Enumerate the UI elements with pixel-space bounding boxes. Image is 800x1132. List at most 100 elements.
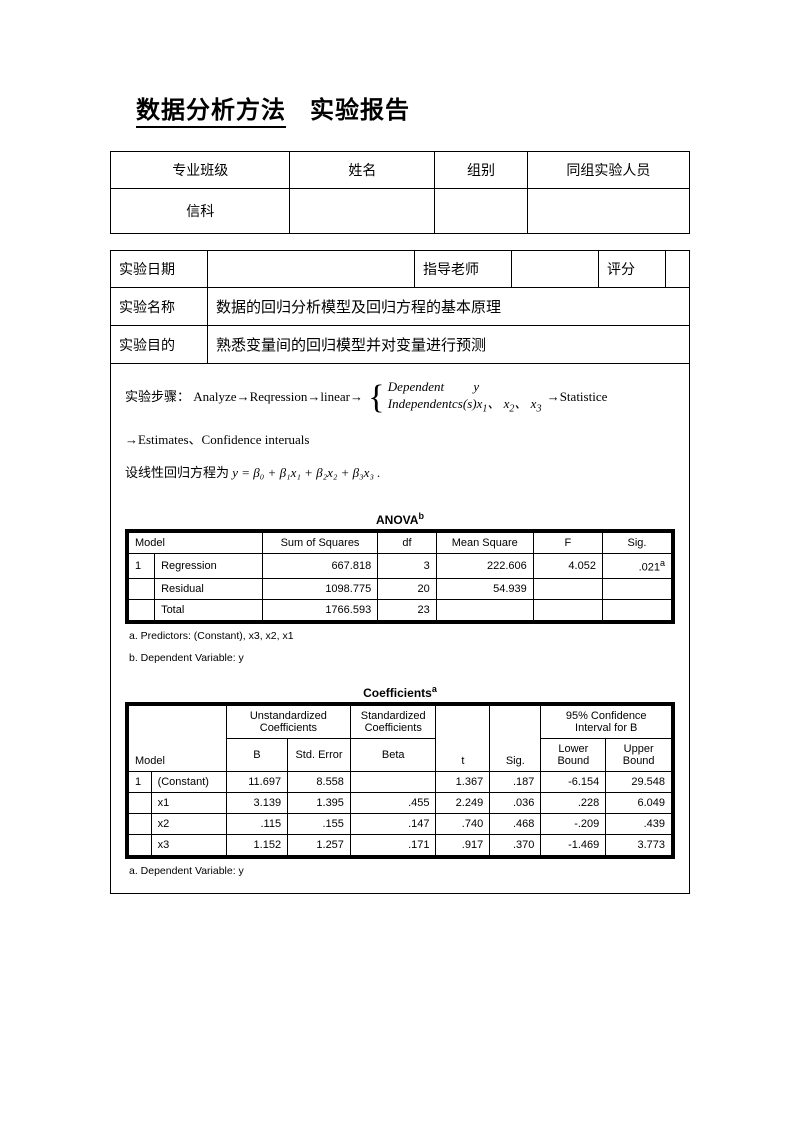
- cell: 20: [378, 579, 437, 600]
- coef-h-se: Std. Error: [288, 739, 351, 772]
- cell: .036: [490, 793, 541, 814]
- cell: 54.939: [436, 579, 533, 600]
- cell: 4.052: [533, 554, 602, 579]
- cell: [350, 772, 436, 793]
- body-box: 实验步骤： Analyze→Reqression→linear→ { Depen…: [110, 364, 690, 894]
- table-row: x13.1391.395.4552.249.036.2286.049: [129, 793, 672, 814]
- coef-title: Coefficientsa: [125, 684, 675, 700]
- cell: -.209: [541, 814, 606, 835]
- cell: .455: [350, 793, 436, 814]
- cell: 1.152: [226, 835, 287, 856]
- coef-h-model: Model: [129, 706, 227, 772]
- anova-h-model: Model: [129, 533, 263, 554]
- cell: .917: [436, 835, 490, 856]
- cell: 23: [378, 600, 437, 621]
- anova-h-f: F: [533, 533, 602, 554]
- cell: [533, 600, 602, 621]
- cell: .147: [350, 814, 436, 835]
- cell: x1: [151, 793, 226, 814]
- coef-table-wrap: Model Unstandardized Coefficients Standa…: [125, 702, 675, 859]
- anova-note-b: b. Dependent Variable: y: [125, 650, 675, 666]
- info-table-1: 专业班级 姓名 组别 同组实验人员 信科: [110, 151, 690, 234]
- steps-p2: →Statistice: [547, 389, 608, 404]
- coef-g-unstd: Unstandardized Coefficients: [226, 706, 350, 739]
- cell: .439: [606, 814, 672, 835]
- cell: Residual: [155, 579, 263, 600]
- cell: [533, 579, 602, 600]
- anova-table: Model Sum of Squares df Mean Square F Si…: [128, 532, 672, 621]
- info-v-name: [290, 189, 435, 234]
- page: 数据分析方法 实验报告 专业班级 姓名 组别 同组实验人员 信科 实验日期 指导…: [0, 0, 800, 1132]
- coef-h-lo: Lower Bound: [541, 739, 606, 772]
- steps-line-1: 实验步骤： Analyze→Reqression→linear→ { Depen…: [125, 378, 675, 418]
- lbl-score: 评分: [599, 251, 666, 288]
- cell: [129, 579, 155, 600]
- table-row: 1(Constant)11.6978.5581.367.187-6.15429.…: [129, 772, 672, 793]
- cell: .021a: [602, 554, 671, 579]
- cell: 6.049: [606, 793, 672, 814]
- anova-h-ms: Mean Square: [436, 533, 533, 554]
- info-h-class: 专业班级: [111, 152, 290, 189]
- anova-note-a: a. Predictors: (Constant), x3, x2, x1: [125, 628, 675, 644]
- table-row: x31.1521.257.171.917.370-1.4693.773: [129, 835, 672, 856]
- cell: 1.367: [436, 772, 490, 793]
- lbl-expname: 实验名称: [111, 288, 208, 326]
- anova-h-sig: Sig.: [602, 533, 671, 554]
- table-row: Total1766.59323: [129, 600, 672, 621]
- val-score: [666, 251, 690, 288]
- coef-table: Model Unstandardized Coefficients Standa…: [128, 705, 672, 856]
- cell: [129, 600, 155, 621]
- steps-p1: Analyze→Reqression→linear→: [193, 389, 363, 404]
- cell: .228: [541, 793, 606, 814]
- brace-bottom: Independentcs(s)x1、 x2、 x3: [388, 395, 542, 418]
- info-h-members: 同组实验人员: [527, 152, 689, 189]
- info-v-class: 信科: [111, 189, 290, 234]
- table-row: x2.115.155.147.740.468-.209.439: [129, 814, 672, 835]
- cell: 3.773: [606, 835, 672, 856]
- cell: .115: [226, 814, 287, 835]
- coef-h-sig: Sig.: [490, 706, 541, 772]
- cell: 222.606: [436, 554, 533, 579]
- anova-table-wrap: Model Sum of Squares df Mean Square F Si…: [125, 529, 675, 624]
- cell: 1098.775: [262, 579, 377, 600]
- cell: 8.558: [288, 772, 351, 793]
- anova-h-df: df: [378, 533, 437, 554]
- lbl-date: 实验日期: [111, 251, 208, 288]
- anova-title: ANOVAb: [125, 511, 675, 527]
- cell: 3.139: [226, 793, 287, 814]
- brace-top: Dependent y: [388, 378, 542, 395]
- cell: 1: [129, 554, 155, 579]
- cell: 1.257: [288, 835, 351, 856]
- info-table-2: 实验日期 指导老师 评分 实验名称 数据的回归分析模型及回归方程的基本原理 实验…: [110, 250, 690, 364]
- cell: [129, 835, 152, 856]
- coef-note-a: a. Dependent Variable: y: [125, 863, 675, 879]
- coef-h-b: B: [226, 739, 287, 772]
- equation: 设线性回归方程为 y = β₀ + β₁x₁ + β₂x₂ + β₃x₃ .: [125, 462, 675, 481]
- coef-h-beta: Beta: [350, 739, 436, 772]
- cell: 1766.593: [262, 600, 377, 621]
- cell: x3: [151, 835, 226, 856]
- cell: [602, 579, 671, 600]
- coef-g-std: Standardized Coefficients: [350, 706, 436, 739]
- lbl-teacher: 指导老师: [415, 251, 512, 288]
- title-rest: 实验报告: [310, 98, 410, 124]
- cell: 1: [129, 772, 152, 793]
- cell: 11.697: [226, 772, 287, 793]
- info-v-group: [435, 189, 528, 234]
- brace-icon: {: [368, 381, 384, 415]
- steps-label: 实验步骤：: [125, 389, 190, 404]
- cell: [436, 600, 533, 621]
- cell: -6.154: [541, 772, 606, 793]
- table-row: Residual1098.7752054.939: [129, 579, 672, 600]
- cell: 2.249: [436, 793, 490, 814]
- cell: .155: [288, 814, 351, 835]
- info-h-name: 姓名: [290, 152, 435, 189]
- val-date: [208, 251, 415, 288]
- page-title: 数据分析方法 实验报告: [136, 90, 690, 125]
- cell: [129, 814, 152, 835]
- coef-h-hi: Upper Bound: [606, 739, 672, 772]
- cell: 667.818: [262, 554, 377, 579]
- lbl-purpose: 实验目的: [111, 326, 208, 364]
- cell: .171: [350, 835, 436, 856]
- cell: .740: [436, 814, 490, 835]
